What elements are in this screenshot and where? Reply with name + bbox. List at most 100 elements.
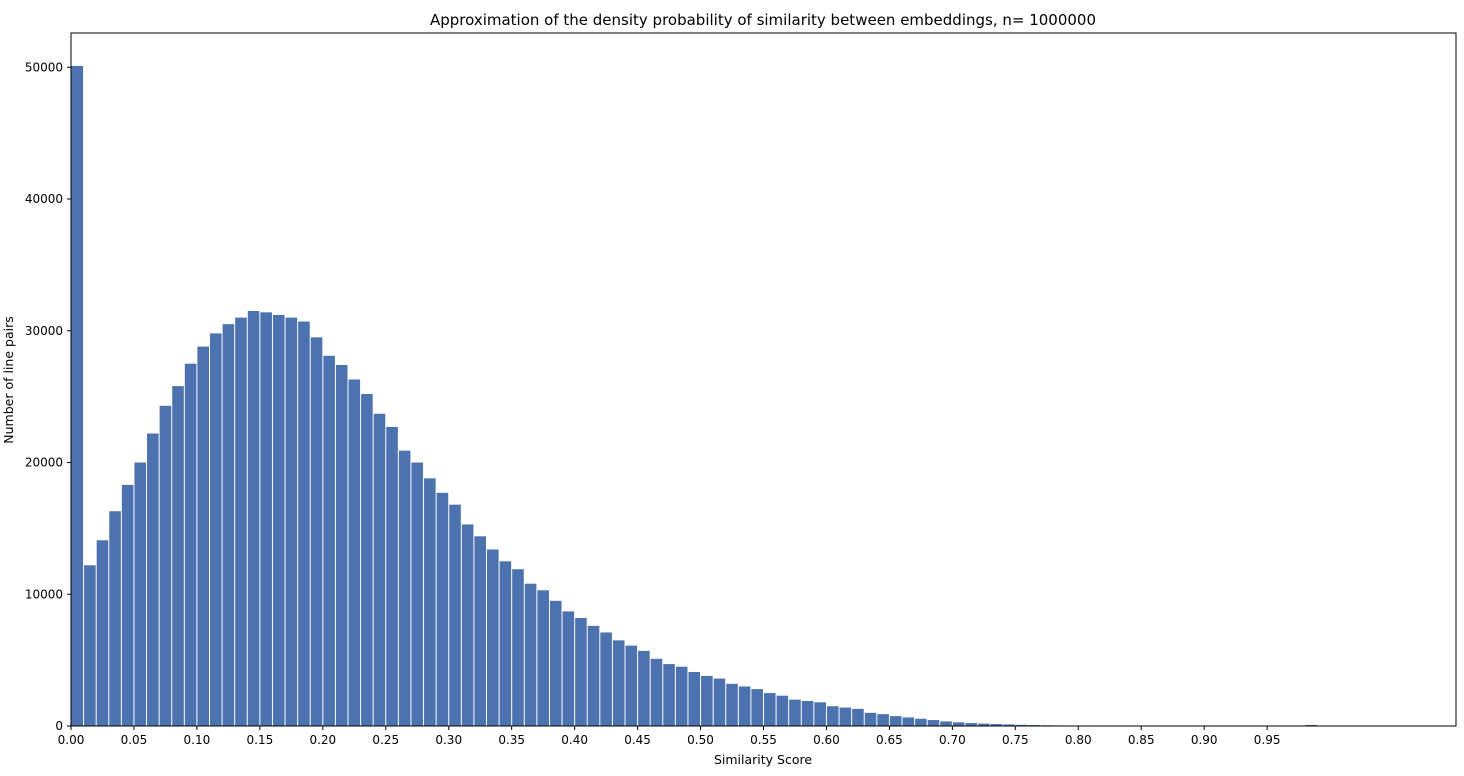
histogram-bar bbox=[676, 667, 688, 726]
histogram-bar bbox=[651, 659, 663, 726]
histogram-bar bbox=[97, 540, 109, 726]
histogram-bar bbox=[248, 311, 260, 726]
histogram-bar bbox=[197, 347, 209, 726]
histogram-bar bbox=[613, 640, 625, 726]
histogram-bar bbox=[928, 720, 940, 726]
histogram-bar bbox=[865, 713, 877, 726]
histogram-bar bbox=[500, 561, 512, 726]
x-tick-label: 0.85 bbox=[1128, 733, 1155, 747]
x-axis-label: Similarity Score bbox=[714, 752, 812, 767]
histogram-bar bbox=[940, 721, 952, 726]
x-tick-label: 0.10 bbox=[184, 733, 211, 747]
histogram-bar bbox=[172, 386, 184, 726]
histogram-bar bbox=[714, 679, 726, 726]
histogram-bar bbox=[638, 651, 650, 726]
histogram-bar bbox=[953, 722, 965, 726]
histogram-bar bbox=[751, 689, 763, 726]
x-tick-label: 0.80 bbox=[1065, 733, 1092, 747]
histogram-bar bbox=[777, 696, 789, 726]
histogram-bar bbox=[449, 505, 461, 726]
histogram-bar bbox=[563, 611, 575, 726]
histogram-bar bbox=[701, 676, 713, 726]
histogram-bar bbox=[349, 380, 361, 727]
histogram-bar bbox=[525, 584, 537, 726]
histogram-bar bbox=[84, 565, 96, 726]
histogram-bar bbox=[260, 312, 272, 726]
histogram-bar bbox=[235, 318, 247, 726]
y-tick-label: 10000 bbox=[25, 587, 63, 601]
histogram-bar bbox=[411, 463, 423, 727]
x-tick-label: 0.15 bbox=[247, 733, 274, 747]
histogram-bar bbox=[399, 451, 411, 726]
x-tick-label: 0.05 bbox=[121, 733, 148, 747]
histogram-bar bbox=[802, 701, 814, 726]
bars-group bbox=[72, 66, 1330, 726]
y-axis-label: Number of line pairs bbox=[1, 316, 16, 443]
histogram-bar bbox=[374, 414, 386, 726]
histogram-bar bbox=[840, 708, 852, 726]
histogram-bar bbox=[827, 706, 839, 726]
histogram-bar bbox=[852, 709, 864, 726]
y-tick-label: 0 bbox=[55, 719, 63, 733]
x-tick-label: 0.45 bbox=[624, 733, 651, 747]
histogram-bar bbox=[550, 601, 562, 726]
histogram-bar bbox=[311, 337, 323, 726]
histogram-bar bbox=[487, 549, 499, 726]
histogram-bar bbox=[764, 693, 776, 726]
histogram-bar bbox=[575, 618, 587, 726]
histogram-bar bbox=[626, 646, 638, 726]
histogram-bar bbox=[462, 524, 474, 726]
x-tick-label: 0.70 bbox=[939, 733, 966, 747]
x-tick-label: 0.95 bbox=[1254, 733, 1281, 747]
histogram-bar bbox=[915, 719, 927, 726]
histogram-bar bbox=[688, 672, 700, 726]
histogram-bar bbox=[600, 632, 612, 726]
x-tick-label: 0.25 bbox=[372, 733, 399, 747]
histogram-bar bbox=[109, 511, 121, 726]
histogram-bar bbox=[298, 322, 310, 726]
histogram-bar bbox=[185, 364, 197, 726]
histogram-bar bbox=[903, 717, 915, 726]
x-tick-label: 0.50 bbox=[687, 733, 714, 747]
x-tick-label: 0.55 bbox=[750, 733, 777, 747]
y-tick-label: 40000 bbox=[25, 192, 63, 206]
y-tick-label: 50000 bbox=[25, 60, 63, 74]
histogram-bar bbox=[726, 684, 738, 726]
y-tick-label: 30000 bbox=[25, 324, 63, 338]
histogram-bar bbox=[361, 394, 373, 726]
histogram-bar bbox=[286, 318, 298, 726]
histogram-bar bbox=[323, 356, 335, 726]
histogram-bar bbox=[147, 434, 159, 726]
histogram-bar bbox=[789, 700, 801, 726]
histogram-bar bbox=[223, 324, 235, 726]
x-tick-label: 0.75 bbox=[1002, 733, 1029, 747]
x-tick-label: 0.65 bbox=[876, 733, 903, 747]
x-tick-label: 0.60 bbox=[813, 733, 840, 747]
histogram-bar bbox=[122, 485, 134, 726]
histogram-bar bbox=[134, 463, 146, 727]
histogram-bar bbox=[663, 664, 675, 726]
histogram-bar bbox=[739, 686, 751, 726]
y-axis: 0 10000 20000 30000 40000 50000 bbox=[25, 60, 71, 733]
x-tick-label: 0.35 bbox=[498, 733, 525, 747]
histogram-bar bbox=[890, 716, 902, 726]
histogram-bar bbox=[512, 569, 524, 726]
histogram-bar bbox=[336, 365, 348, 726]
x-tick-label: 0.40 bbox=[561, 733, 588, 747]
histogram-bar bbox=[814, 702, 826, 726]
chart-title: Approximation of the density probability… bbox=[430, 11, 1096, 29]
histogram-bar bbox=[537, 590, 549, 726]
histogram-bar bbox=[877, 714, 889, 726]
y-tick-label: 20000 bbox=[25, 456, 63, 470]
histogram-bar bbox=[72, 66, 84, 726]
x-tick-label: 0.90 bbox=[1191, 733, 1218, 747]
histogram-bar bbox=[424, 478, 436, 726]
histogram-bar bbox=[588, 626, 600, 726]
histogram-bar bbox=[273, 315, 285, 726]
histogram-bar bbox=[437, 493, 449, 726]
x-tick-label: 0.20 bbox=[309, 733, 336, 747]
histogram-bar bbox=[386, 427, 398, 726]
